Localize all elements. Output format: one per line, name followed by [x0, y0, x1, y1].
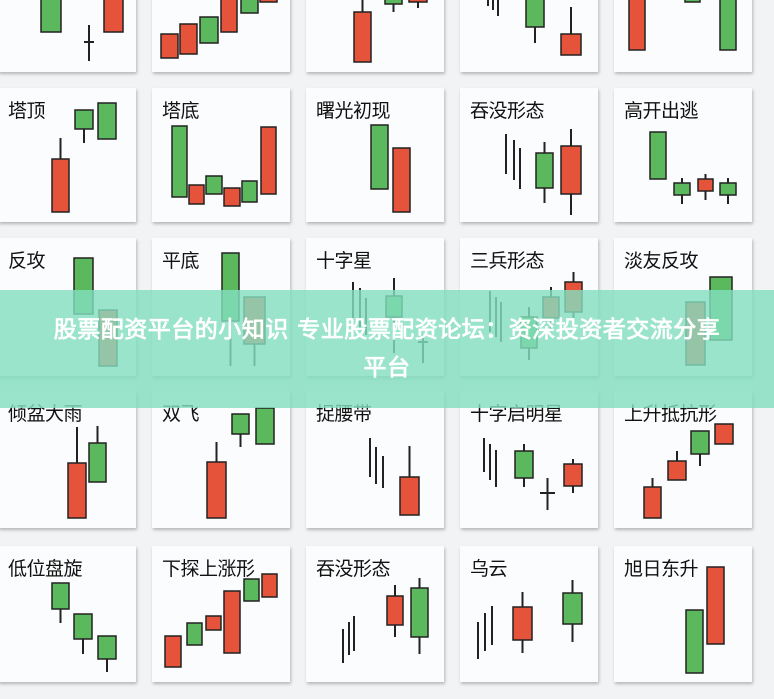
- bullish-candle: [370, 124, 389, 190]
- pattern-card: [306, 0, 444, 72]
- bullish-candle: [171, 125, 188, 198]
- bullish-candle: [684, 0, 701, 3]
- bearish-candle: [560, 33, 582, 56]
- bullish-candle: [690, 430, 710, 455]
- bullish-candle: [243, 578, 260, 602]
- pattern-label: 十字启明星: [470, 403, 563, 425]
- bearish-candle: [261, 573, 278, 598]
- pattern-label: 倾盆大雨: [8, 403, 83, 425]
- pattern-card: 曙光初现: [306, 88, 444, 222]
- bearish-candle: [220, 0, 238, 33]
- bullish-candle: [40, 0, 62, 33]
- bullish-candle: [205, 175, 223, 195]
- pattern-label: 捉腰带: [316, 403, 372, 425]
- bearish-candle: [628, 0, 646, 51]
- pattern-label: 塔底: [162, 100, 200, 122]
- pattern-label: 平底: [162, 250, 200, 272]
- pattern-label: 吞没形态: [470, 100, 545, 122]
- bullish-candle: [97, 635, 117, 660]
- bullish-candle: [199, 16, 219, 44]
- bullish-candle: [51, 582, 70, 610]
- bearish-candle: [667, 460, 687, 481]
- bullish-candle: [673, 182, 691, 196]
- bearish-candle: [223, 590, 241, 654]
- pattern-label: 高开出逃: [624, 100, 699, 122]
- bullish-candle: [562, 592, 583, 625]
- bearish-candle: [714, 423, 734, 445]
- banner-title-line2: 平台: [363, 355, 411, 381]
- pattern-label: 塔顶: [8, 100, 46, 122]
- bullish-candle: [525, 0, 545, 28]
- bullish-candle: [685, 609, 704, 674]
- bearish-candle: [205, 615, 222, 631]
- bullish-candle: [719, 182, 737, 196]
- pattern-label: 下探上涨形: [162, 558, 255, 580]
- bearish-candle: [408, 0, 428, 3]
- bullish-candle: [410, 587, 429, 638]
- bearish-candle: [160, 33, 179, 59]
- pattern-label: 旭日东升: [624, 558, 699, 580]
- bearish-candle: [67, 462, 87, 519]
- bullish-candle: [73, 613, 93, 640]
- pattern-label: 曙光初现: [316, 100, 391, 122]
- bearish-candle: [353, 11, 372, 63]
- bearish-candle: [260, 126, 277, 195]
- bearish-candle: [560, 145, 582, 195]
- bearish-candle: [103, 0, 124, 33]
- pattern-label: 三兵形态: [470, 250, 545, 272]
- title-banner: 股票配资平台的小知识 专业股票配资论坛：资深投资者交流分享 平台: [0, 290, 774, 408]
- pattern-label: 反攻: [8, 250, 46, 272]
- pattern-card: 低位盘旋: [0, 546, 136, 682]
- bullish-candle: [240, 0, 259, 14]
- bearish-candle: [563, 463, 583, 487]
- bearish-candle: [512, 606, 533, 641]
- pattern-label: 低位盘旋: [8, 558, 83, 580]
- bearish-candle: [223, 187, 241, 207]
- bullish-candle: [74, 109, 94, 130]
- bearish-candle: [643, 486, 662, 519]
- pattern-card: 旭日东升: [614, 546, 752, 682]
- bearish-candle: [164, 635, 182, 668]
- pattern-label: 吞没形态: [316, 558, 391, 580]
- bearish-candle: [188, 184, 205, 205]
- bearish-candle: [706, 566, 725, 645]
- bearish-candle: [392, 147, 411, 213]
- bearish-candle: [399, 476, 420, 516]
- bullish-candle: [514, 450, 534, 479]
- bearish-candle: [697, 178, 714, 192]
- bullish-candle: [186, 622, 203, 646]
- bearish-candle: [179, 23, 198, 55]
- pattern-label: 十字星: [316, 250, 372, 272]
- bullish-candle: [231, 413, 250, 435]
- pattern-label: 淡友反攻: [624, 250, 699, 272]
- bullish-candle: [255, 407, 275, 445]
- bearish-candle: [386, 595, 404, 626]
- bullish-candle: [88, 442, 107, 483]
- pattern-card: 上升抵抗形: [614, 391, 752, 528]
- bearish-candle: [51, 158, 70, 213]
- bullish-candle: [241, 180, 258, 203]
- pattern-label: 双飞: [162, 403, 200, 425]
- bullish-candle: [719, 0, 737, 51]
- bullish-candle: [384, 0, 403, 5]
- pattern-label: 上升抵抗形: [624, 403, 717, 425]
- bullish-candle: [97, 102, 117, 140]
- bullish-candle: [535, 152, 554, 189]
- bearish-candle: [259, 0, 278, 3]
- bearish-candle: [206, 461, 227, 519]
- pattern-label: 乌云: [470, 558, 508, 580]
- banner-title-line1: 股票配资平台的小知识 专业股票配资论坛：资深投资者交流分享: [53, 317, 721, 343]
- bullish-candle: [649, 131, 667, 180]
